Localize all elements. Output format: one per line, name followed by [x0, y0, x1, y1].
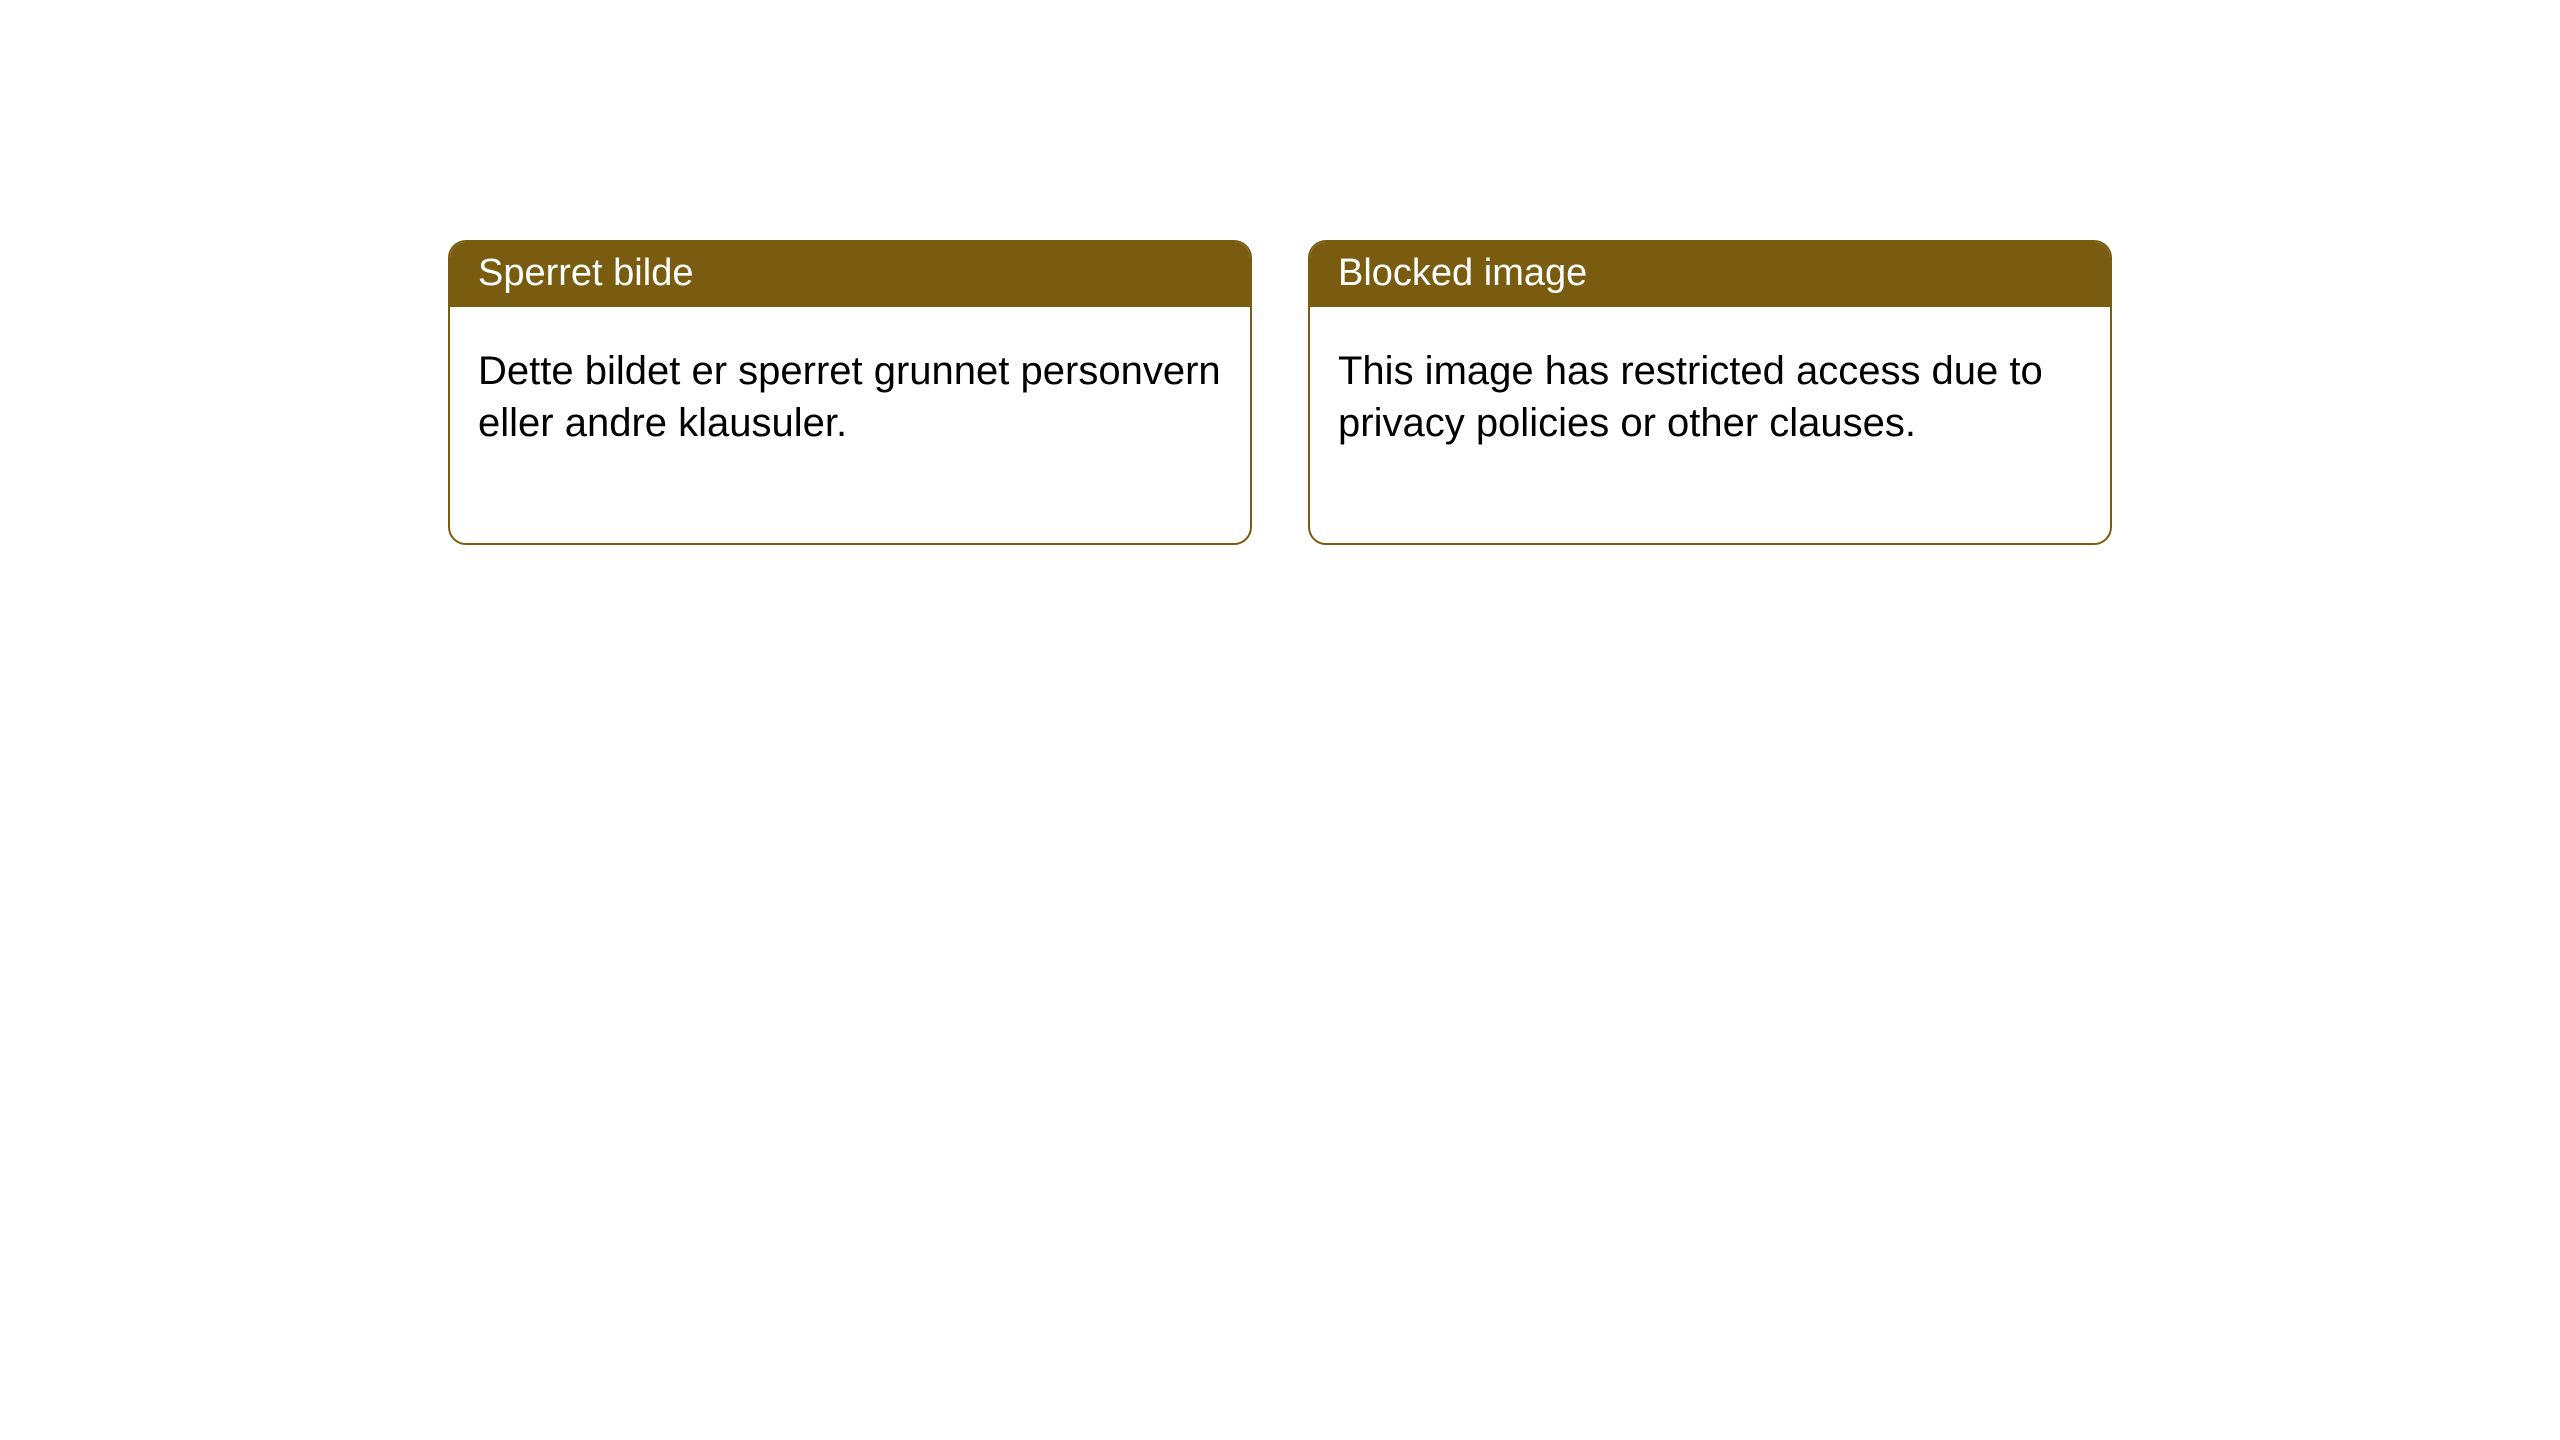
notice-card-norwegian: Sperret bilde Dette bildet er sperret gr… [448, 240, 1252, 545]
notice-header: Sperret bilde [450, 242, 1250, 307]
notice-container: Sperret bilde Dette bildet er sperret gr… [0, 0, 2560, 545]
notice-header: Blocked image [1310, 242, 2110, 307]
notice-body: Dette bildet er sperret grunnet personve… [450, 307, 1250, 543]
notice-body: This image has restricted access due to … [1310, 307, 2110, 543]
notice-card-english: Blocked image This image has restricted … [1308, 240, 2112, 545]
